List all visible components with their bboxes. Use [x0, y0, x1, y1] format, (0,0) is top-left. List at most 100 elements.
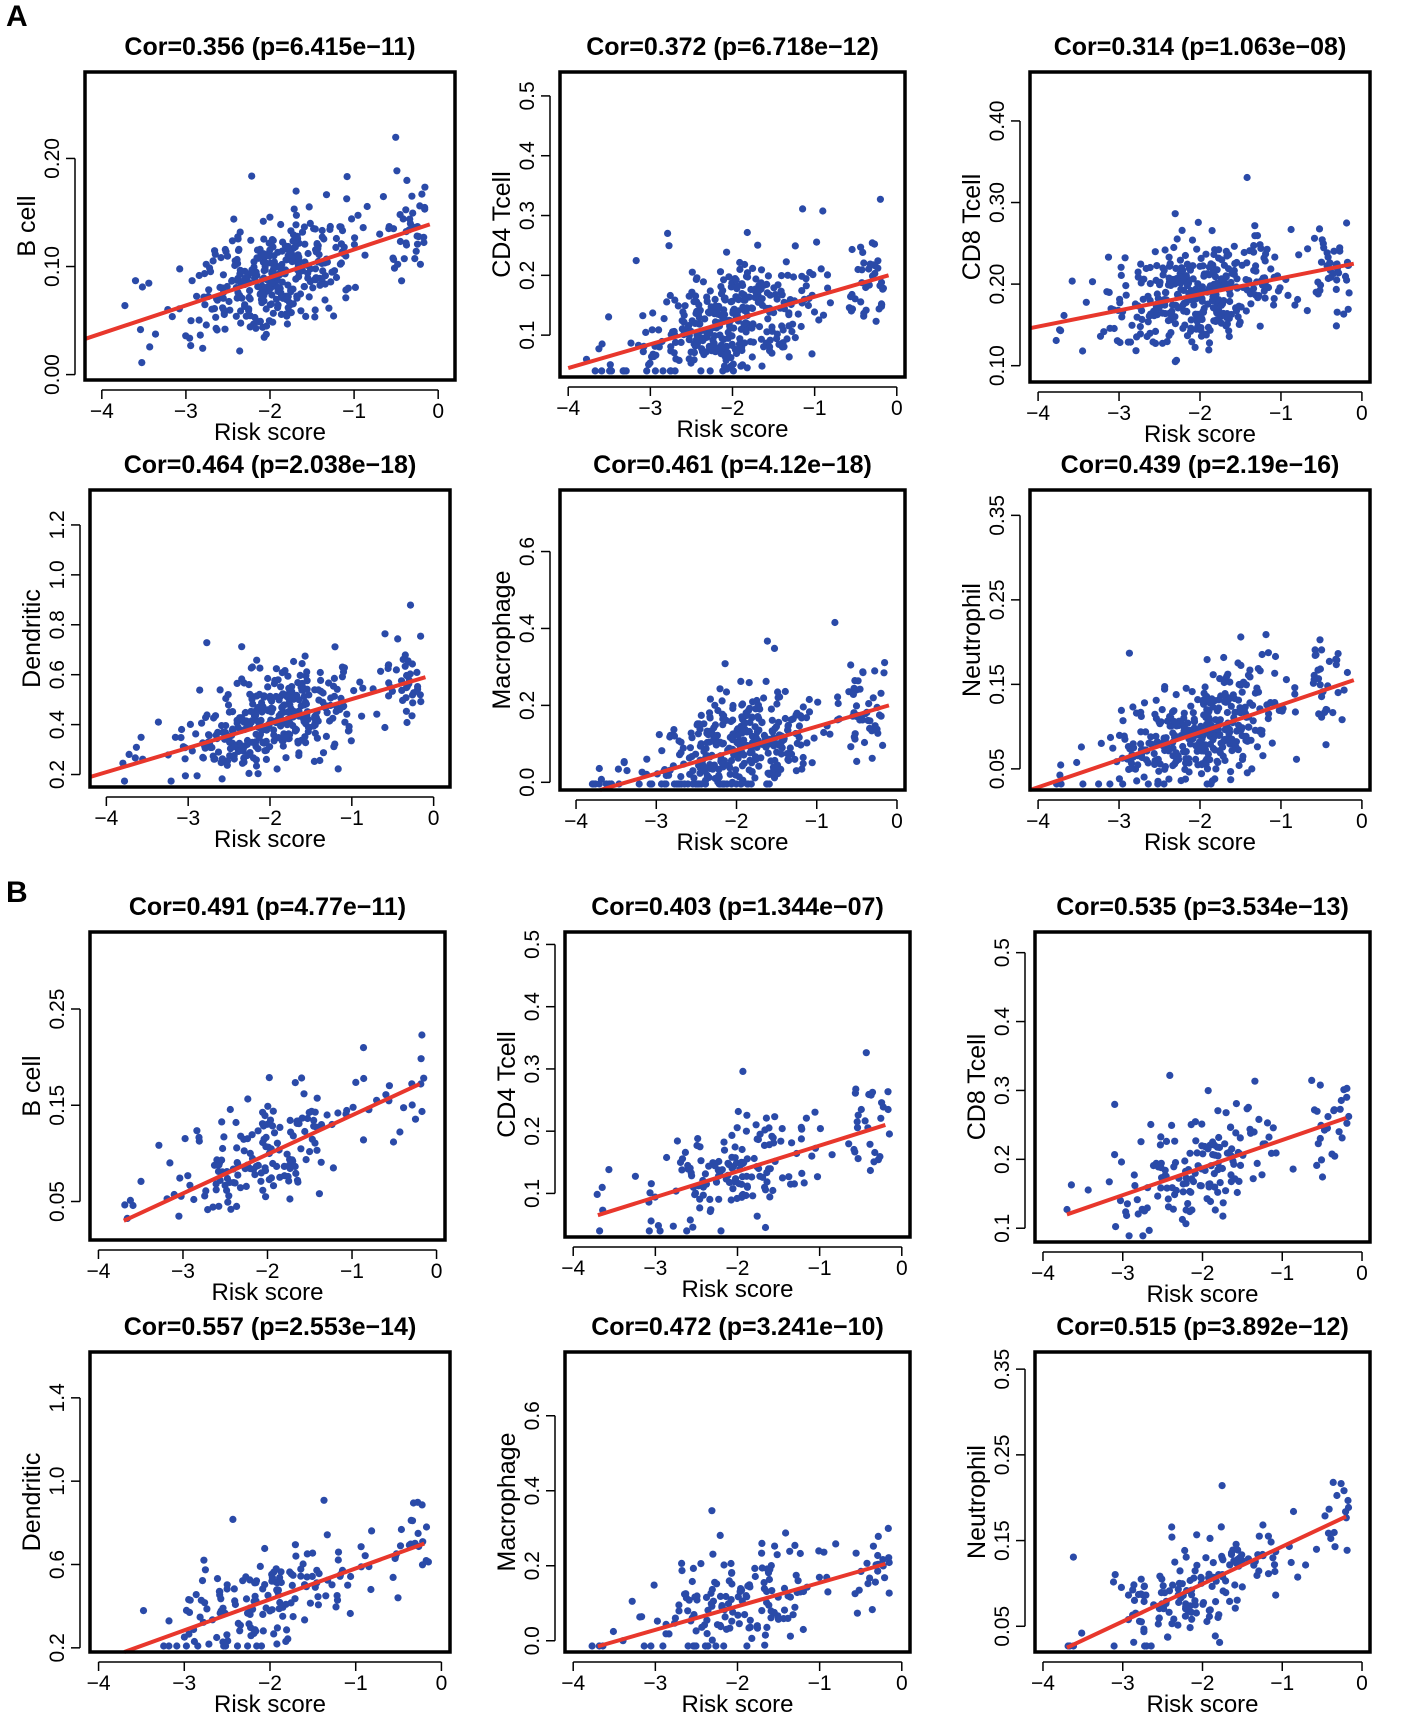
data-point: [254, 283, 262, 291]
data-point: [850, 1145, 858, 1154]
data-point: [1158, 339, 1167, 347]
data-point: [334, 1556, 342, 1564]
data-point: [284, 281, 292, 289]
y-axis-label: Neutrophil: [958, 583, 986, 697]
data-point: [1111, 1100, 1119, 1108]
data-point: [360, 1074, 368, 1083]
data-point: [853, 757, 861, 766]
data-point: [1313, 1107, 1321, 1115]
data-point: [793, 739, 801, 748]
data-point: [810, 734, 818, 742]
data-point: [246, 1149, 254, 1157]
data-point: [739, 303, 747, 311]
data-point: [1133, 1196, 1141, 1204]
data-point: [730, 324, 738, 332]
data-point: [767, 1614, 775, 1622]
data-point: [1182, 1220, 1190, 1228]
data-point: [765, 1575, 774, 1584]
data-point: [326, 717, 334, 725]
data-point: [877, 1114, 885, 1122]
data-point: [1250, 248, 1258, 256]
data-point: [785, 353, 793, 361]
y-tick-label: 0.2: [521, 1117, 544, 1146]
data-point: [241, 302, 249, 310]
data-point: [687, 348, 695, 356]
data-point: [1324, 253, 1332, 261]
data-point: [247, 1632, 255, 1640]
data-point: [645, 1227, 653, 1235]
data-point: [325, 679, 333, 687]
data-point: [808, 350, 816, 358]
data-point: [655, 343, 663, 351]
data-point: [1157, 1133, 1165, 1141]
data-point: [749, 264, 757, 272]
data-point: [1208, 777, 1216, 785]
data-point: [1259, 1521, 1267, 1529]
data-point: [1234, 659, 1242, 667]
data-point: [1304, 245, 1312, 253]
data-point: [1116, 1197, 1125, 1205]
data-point: [1088, 278, 1097, 286]
data-point: [780, 1606, 789, 1614]
data-point: [1126, 338, 1135, 346]
data-point: [332, 234, 340, 243]
data-point: [683, 1227, 691, 1235]
data-point: [763, 637, 772, 645]
data-point: [720, 1642, 728, 1650]
data-point: [151, 330, 160, 338]
data-point: [399, 696, 407, 705]
data-point: [1174, 752, 1182, 760]
data-point: [1225, 725, 1233, 733]
data-point: [1267, 265, 1275, 273]
data-point: [799, 753, 807, 762]
data-point: [1330, 1528, 1338, 1537]
data-point: [798, 1125, 806, 1133]
data-point: [269, 265, 278, 273]
data-point: [620, 758, 628, 766]
data-point: [289, 1132, 297, 1140]
data-point: [411, 255, 419, 263]
data-point: [1182, 1179, 1190, 1187]
data-point: [168, 313, 176, 321]
plot-frame: [558, 488, 907, 792]
data-point: [735, 1620, 743, 1628]
data-point: [758, 1607, 766, 1615]
data-point: [268, 1606, 276, 1614]
data-point: [1261, 257, 1269, 265]
data-point: [1165, 262, 1174, 270]
data-point: [171, 733, 179, 741]
data-point: [270, 726, 278, 734]
data-point: [1265, 710, 1273, 718]
data-point: [1144, 318, 1152, 326]
data-point: [305, 293, 313, 301]
data-point: [720, 780, 728, 788]
data-point: [820, 1548, 828, 1556]
data-point: [766, 291, 774, 299]
data-point: [233, 1202, 241, 1210]
data-point: [758, 1539, 766, 1547]
data-point: [1219, 1199, 1227, 1207]
data-point: [868, 754, 876, 762]
data-point: [1191, 1567, 1199, 1575]
data-point: [1079, 347, 1087, 355]
data-point: [283, 320, 291, 328]
data-point: [817, 265, 825, 273]
data-point: [1106, 733, 1115, 742]
data-point: [389, 225, 398, 233]
y-tick-label: 0.8: [46, 610, 69, 639]
data-point: [204, 1206, 212, 1214]
data-point: [711, 721, 720, 729]
data-point: [1201, 683, 1209, 691]
data-point: [1215, 1133, 1223, 1142]
data-point: [421, 183, 429, 191]
data-point: [302, 700, 310, 708]
data-point: [676, 751, 684, 759]
data-point: [201, 301, 209, 309]
data-point: [656, 1227, 664, 1235]
data-point: [692, 275, 700, 283]
data-point: [1218, 1164, 1226, 1173]
data-point: [749, 1192, 757, 1200]
x-axis-label: Risk score: [681, 1691, 793, 1718]
data-point: [743, 364, 751, 372]
